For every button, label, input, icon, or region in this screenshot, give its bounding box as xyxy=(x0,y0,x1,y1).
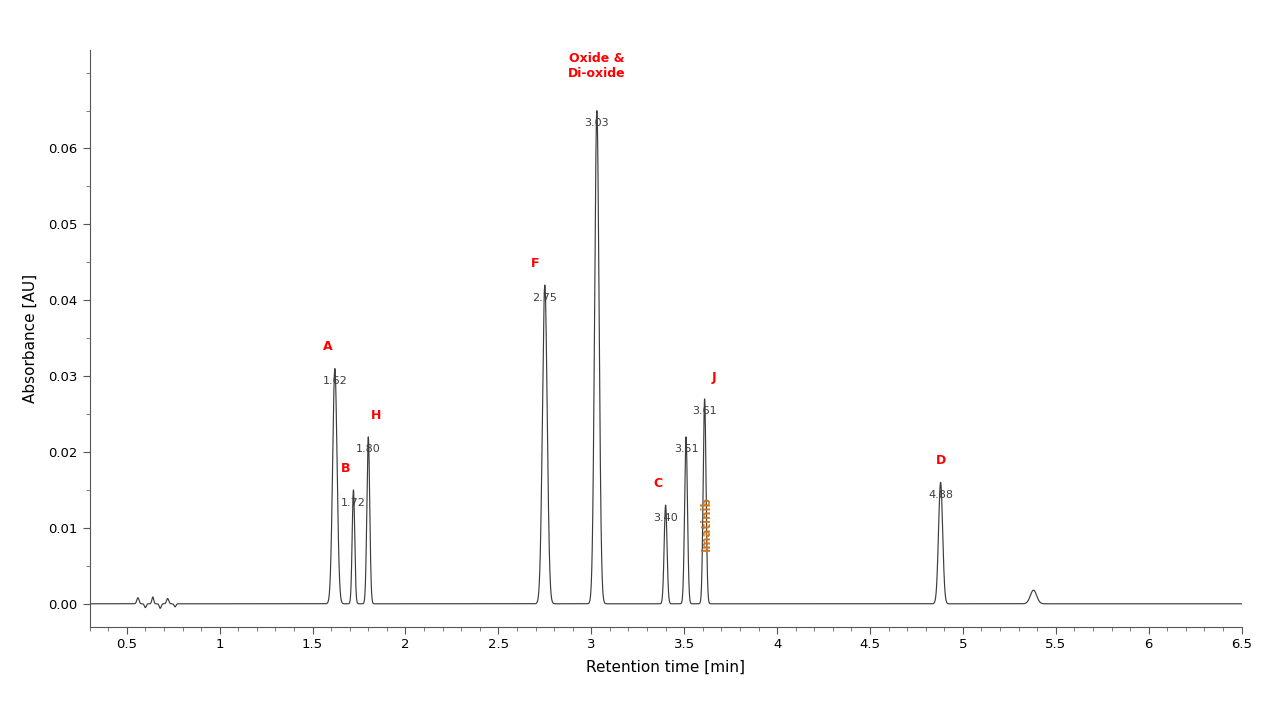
Y-axis label: Absorbance [AU]: Absorbance [AU] xyxy=(22,273,37,403)
Text: 3.03: 3.03 xyxy=(585,118,609,128)
Text: D: D xyxy=(936,454,946,467)
Text: F: F xyxy=(531,257,540,270)
Text: 3.61: 3.61 xyxy=(692,407,717,417)
Text: 1.80: 1.80 xyxy=(356,444,380,454)
Text: J: J xyxy=(712,371,717,384)
Text: 3.51: 3.51 xyxy=(673,444,699,454)
Text: Imatinib: Imatinib xyxy=(700,496,713,551)
Text: A: A xyxy=(323,340,333,353)
Text: Oxide &
Di-oxide: Oxide & Di-oxide xyxy=(568,52,626,80)
Text: 1.62: 1.62 xyxy=(323,376,347,386)
Text: 4.88: 4.88 xyxy=(928,490,954,500)
Text: 2.75: 2.75 xyxy=(532,293,557,303)
Text: 1.72: 1.72 xyxy=(340,498,366,508)
Text: 3.40: 3.40 xyxy=(653,513,678,523)
Text: C: C xyxy=(654,477,663,490)
X-axis label: Retention time [min]: Retention time [min] xyxy=(586,660,745,675)
Text: H: H xyxy=(370,409,381,422)
Text: B: B xyxy=(342,462,351,475)
